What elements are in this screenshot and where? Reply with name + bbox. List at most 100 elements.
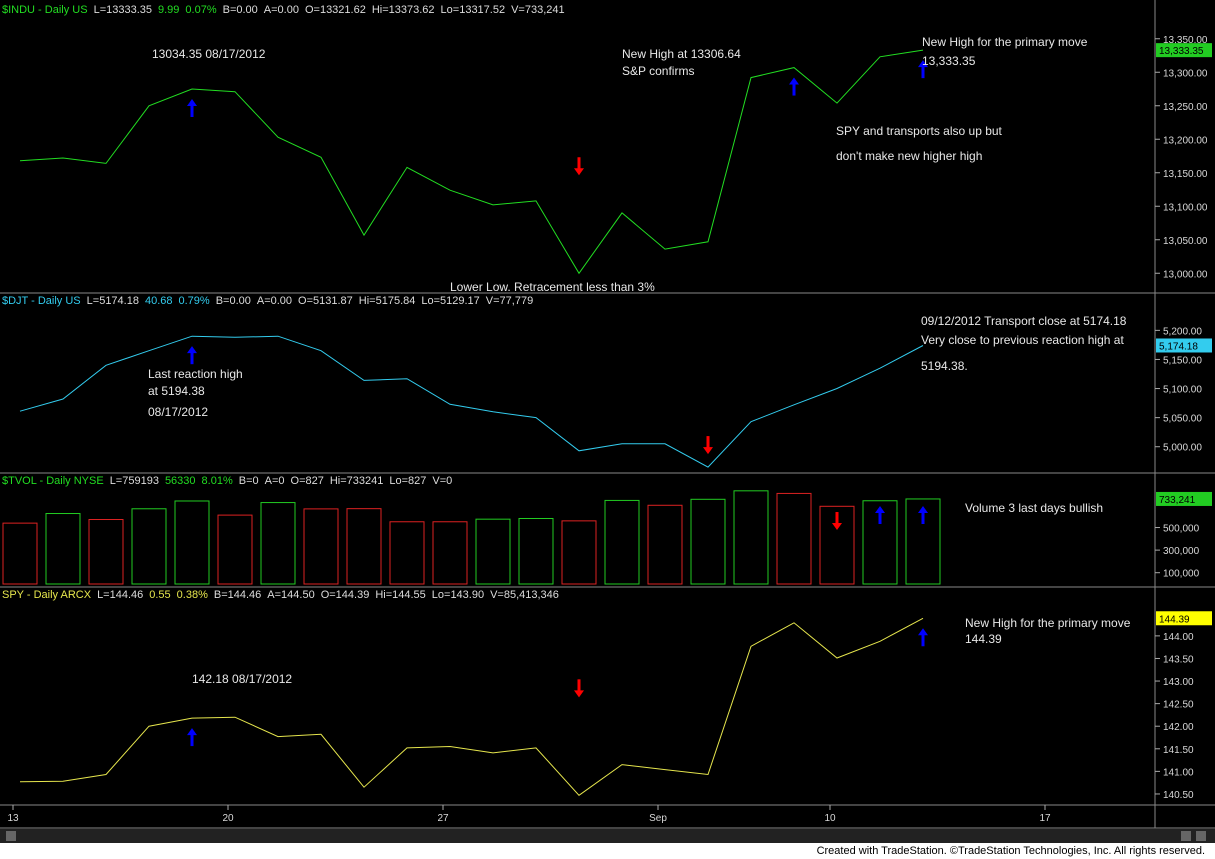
spy-header-stat: V=85,413,346 (490, 589, 559, 601)
tvol-header-stat: 8.01% (202, 475, 233, 487)
volume-bar (776, 492, 812, 585)
volume-bar (561, 520, 597, 585)
spy-header-stat: O=144.39 (321, 589, 370, 601)
djt-annotation-reaction-value: at 5194.38 (148, 384, 205, 398)
zoom-in-button[interactable] (1196, 831, 1206, 841)
volume-bar (303, 508, 339, 585)
indu-annotation-new-high: New High at 13306.64 (622, 47, 741, 61)
djt-line (19, 335, 924, 468)
y-tick-label: 13,350.00 (1163, 35, 1208, 46)
scroll-left-button[interactable] (6, 831, 16, 841)
indu-annotation-primary-move: New High for the primary move (922, 35, 1088, 49)
volume-bar (217, 514, 253, 585)
spy-header-stat: 0.55 (149, 589, 170, 601)
zoom-out-button[interactable] (1181, 831, 1191, 841)
volume-bar (518, 517, 554, 585)
y-tick-label: 5,000.00 (1163, 443, 1202, 454)
spy-header-symbol: SPY - Daily ARCX (2, 589, 92, 601)
y-tick-label: 13,300.00 (1163, 68, 1208, 79)
tvol-header-stat: Lo=827 (389, 475, 426, 487)
volume-bar (174, 500, 210, 585)
y-tick-label: 142.50 (1163, 700, 1194, 711)
down-arrow-icon (832, 512, 842, 530)
indu-header-stat: Hi=13373.62 (372, 4, 435, 16)
horizontal-scrollbar[interactable] (0, 829, 1215, 843)
tvol-header-stat: L=759193 (110, 475, 159, 487)
y-tick-label: 143.00 (1163, 677, 1194, 688)
y-tick-label: 13,250.00 (1163, 102, 1208, 113)
x-tick-label: 20 (222, 813, 234, 824)
volume-bar (690, 498, 726, 585)
price-lines (19, 49, 924, 796)
volume-bar (862, 500, 898, 585)
indu-header-stat: L=13333.35 (94, 4, 152, 16)
up-arrow-icon (187, 728, 197, 747)
tvol-header-stat: O=827 (291, 475, 324, 487)
indu-annotation-lower-low: Lower Low. Retracement less than 3% (450, 280, 655, 294)
tvol-header-stat: V=0 (432, 475, 452, 487)
volume-bar (260, 502, 296, 585)
djt-header-stat: A=0.00 (257, 295, 292, 307)
arrow-markers (187, 60, 928, 747)
footer-credit: Created with TradeStation. ©TradeStation… (816, 845, 1205, 857)
djt-header-stat: 40.68 (145, 295, 173, 307)
y-tick-label: 500,000 (1163, 524, 1200, 535)
spy-header-stat: B=144.46 (214, 589, 261, 601)
spy-header-stat: A=144.50 (267, 589, 314, 601)
y-tick-label: 5,150.00 (1163, 355, 1202, 366)
volume-bar (346, 508, 382, 585)
up-arrow-icon (875, 506, 885, 524)
y-tick-label: 5,050.00 (1163, 414, 1202, 425)
y-tick-label: 143.50 (1163, 654, 1194, 665)
tvol-header-stat: A=0 (265, 475, 285, 487)
tvol-annotation-bullish: Volume 3 last days bullish (965, 501, 1103, 515)
y-tick-label: 13,200.00 (1163, 135, 1208, 146)
indu-header-stat: 9.99 (158, 4, 179, 16)
y-tick-label: 140.50 (1163, 790, 1194, 801)
tvol-header-stat: Hi=733241 (330, 475, 384, 487)
spy-header-stat: Hi=144.55 (375, 589, 425, 601)
spy-line (19, 617, 924, 796)
y-tick-label: 100,000 (1163, 569, 1200, 580)
x-tick-label: 17 (1039, 813, 1051, 824)
y-tick-label: 142.00 (1163, 722, 1194, 733)
last-value-box (1156, 43, 1212, 58)
down-arrow-icon (574, 157, 584, 176)
volume-bar (905, 498, 941, 585)
indu-annotation-no-higher-high: don't make new higher high (836, 149, 982, 163)
indu-header-stat: B=0.00 (223, 4, 258, 16)
spy-header-stat: 0.38% (177, 589, 208, 601)
indu-header: $INDU - Daily US L=13333.35 9.99 0.07% B=0.0… (2, 4, 565, 16)
volume-bar (131, 508, 167, 585)
y-tick-label: 13,100.00 (1163, 202, 1208, 213)
volume-bar (432, 521, 468, 585)
indu-annotation-spy-transports: SPY and transports also up but (836, 124, 1003, 138)
last-value-box (1156, 491, 1212, 506)
y-tick-label: 141.50 (1163, 745, 1194, 756)
volume-bar (88, 519, 124, 585)
y-tick-label: 13,000.00 (1163, 269, 1208, 280)
footer: Created with TradeStation. ©TradeStation… (0, 843, 1215, 859)
last-value-label: 733,241 (1159, 495, 1196, 506)
last-value-label: 144.39 (1159, 614, 1190, 625)
up-arrow-icon (918, 628, 928, 647)
indu-annotation-primary-value: 13,333.35 (922, 54, 976, 68)
x-tick-label: 10 (824, 813, 836, 824)
y-tick-label: 5,100.00 (1163, 385, 1202, 396)
djt-header-stat: Hi=5175.84 (359, 295, 416, 307)
indu-header-stat: V=733,241 (511, 4, 565, 16)
up-arrow-icon (789, 77, 799, 96)
volume-bar (819, 505, 855, 585)
indu-annotation-reaction-high: 13034.35 08/17/2012 (152, 47, 266, 61)
volume-bar (389, 521, 425, 585)
djt-header-stat: V=77,779 (486, 295, 533, 307)
spy-header-stat: L=144.46 (97, 589, 143, 601)
y-tick-label: 13,150.00 (1163, 169, 1208, 180)
x-tick-label: 13 (7, 813, 19, 824)
volume-bar (2, 522, 38, 585)
tvol-header-stat: 56330 (165, 475, 196, 487)
last-value-box (1156, 338, 1212, 353)
djt-annotation-reaction-high: Last reaction high (148, 367, 243, 381)
x-tick-label: 27 (437, 813, 449, 824)
